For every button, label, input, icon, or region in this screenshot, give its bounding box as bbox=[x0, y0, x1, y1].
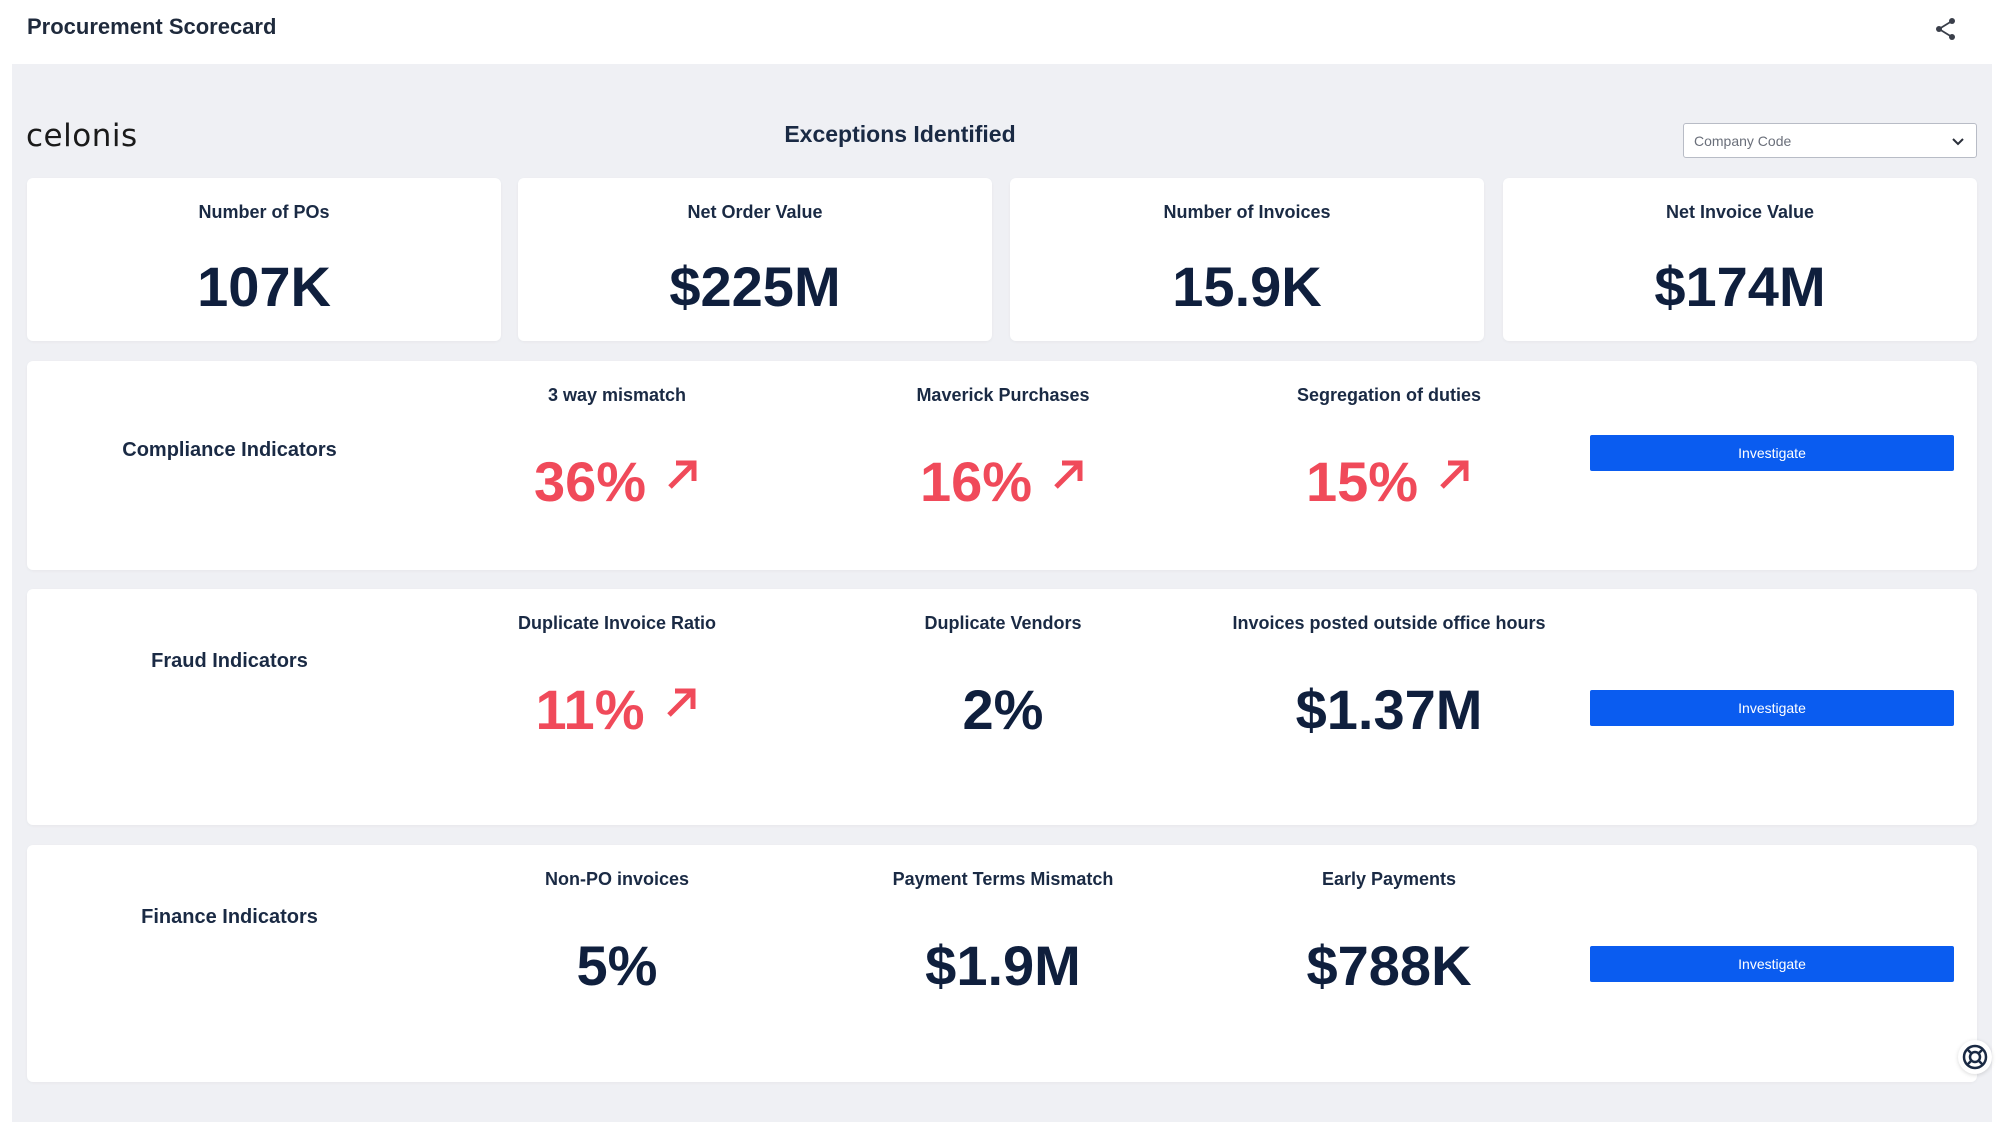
panel-title: Finance Indicators bbox=[141, 906, 318, 928]
section-title: Exceptions Identified bbox=[784, 121, 1016, 147]
finance-indicators-panel: Finance Indicators Non-PO invoices 5% Pa… bbox=[27, 845, 1977, 1082]
kpi-value: $174M bbox=[1654, 255, 1826, 318]
panel-title: Fraud Indicators bbox=[151, 650, 308, 672]
logo-text: celonis bbox=[26, 118, 138, 154]
metric-duplicate-vendors: Duplicate Vendors 2% bbox=[813, 589, 1193, 825]
metric-non-po-invoices: Non-PO invoices 5% bbox=[427, 845, 807, 1082]
kpi-value: 107K bbox=[197, 255, 331, 318]
kpi-card-net-invoice-value: Net Invoice Value $174M bbox=[1503, 178, 1977, 341]
dropdown-placeholder: Company Code bbox=[1694, 133, 1792, 149]
kpi-value: $225M bbox=[669, 255, 841, 318]
metric-payment-terms-mismatch: Payment Terms Mismatch $1.9M bbox=[813, 845, 1193, 1082]
kpi-value: 15.9K bbox=[1172, 255, 1322, 318]
metric-value: 2% bbox=[962, 678, 1044, 741]
chevron-down-icon bbox=[1950, 133, 1966, 149]
metric-label: Invoices posted outside office hours bbox=[1232, 613, 1546, 633]
metric-duplicate-invoice-ratio: Duplicate Invoice Ratio 11% bbox=[427, 589, 807, 825]
help-lifebuoy-icon[interactable] bbox=[1958, 1040, 1992, 1074]
metric-early-payments: Early Payments $788K bbox=[1199, 845, 1579, 1082]
metric-value: $1.37M bbox=[1295, 678, 1483, 741]
trend-up-arrow-icon bbox=[1050, 457, 1086, 493]
investigate-button[interactable]: Investigate bbox=[1590, 435, 1954, 471]
metric-value: 16% bbox=[919, 450, 1033, 513]
kpi-card-number-of-invoices: Number of Invoices 15.9K bbox=[1010, 178, 1484, 341]
kpi-label: Number of Invoices bbox=[1163, 202, 1331, 222]
kpi-card-number-of-pos: Number of POs 107K bbox=[27, 178, 501, 341]
metric-value: 11% bbox=[535, 678, 645, 741]
metric-label: Payment Terms Mismatch bbox=[892, 869, 1114, 889]
metric-label: Duplicate Vendors bbox=[924, 613, 1082, 633]
trend-up-arrow-icon bbox=[663, 685, 699, 721]
metric-label: 3 way mismatch bbox=[547, 385, 687, 405]
metric-value: $1.9M bbox=[925, 934, 1081, 997]
metric-3-way-mismatch: 3 way mismatch 36% bbox=[427, 361, 807, 570]
fraud-indicators-panel: Fraud Indicators Duplicate Invoice Ratio… bbox=[27, 589, 1977, 825]
metric-value: 15% bbox=[1305, 450, 1419, 513]
page-title: Procurement Scorecard bbox=[27, 14, 277, 39]
metric-value: 36% bbox=[533, 450, 647, 513]
top-bar: Procurement Scorecard bbox=[0, 0, 2000, 60]
investigate-button[interactable]: Investigate bbox=[1590, 946, 1954, 982]
share-icon[interactable] bbox=[1932, 15, 1960, 43]
metric-label: Non-PO invoices bbox=[544, 869, 690, 889]
metric-value: 5% bbox=[576, 934, 658, 997]
metric-label: Duplicate Invoice Ratio bbox=[517, 613, 717, 633]
kpi-label: Net Order Value bbox=[687, 202, 823, 222]
metric-invoices-outside-office-hours: Invoices posted outside office hours $1.… bbox=[1199, 589, 1579, 825]
trend-up-arrow-icon bbox=[664, 457, 700, 493]
compliance-indicators-panel: Compliance Indicators 3 way mismatch 36%… bbox=[27, 361, 1977, 570]
metric-value: $788K bbox=[1306, 934, 1472, 997]
metric-label: Early Payments bbox=[1321, 869, 1457, 889]
kpi-label: Number of POs bbox=[198, 202, 330, 222]
kpi-card-net-order-value: Net Order Value $225M bbox=[518, 178, 992, 341]
metric-segregation-of-duties: Segregation of duties 15% bbox=[1199, 361, 1579, 570]
metric-maverick-purchases: Maverick Purchases 16% bbox=[813, 361, 1193, 570]
company-code-dropdown[interactable]: Company Code bbox=[1683, 123, 1977, 158]
kpi-label: Net Invoice Value bbox=[1665, 202, 1815, 222]
metric-label: Maverick Purchases bbox=[916, 385, 1090, 405]
celonis-logo: celonis bbox=[26, 118, 138, 158]
investigate-button[interactable]: Investigate bbox=[1590, 690, 1954, 726]
metric-label: Segregation of duties bbox=[1296, 385, 1482, 405]
panel-title: Compliance Indicators bbox=[122, 439, 337, 461]
trend-up-arrow-icon bbox=[1436, 457, 1472, 493]
